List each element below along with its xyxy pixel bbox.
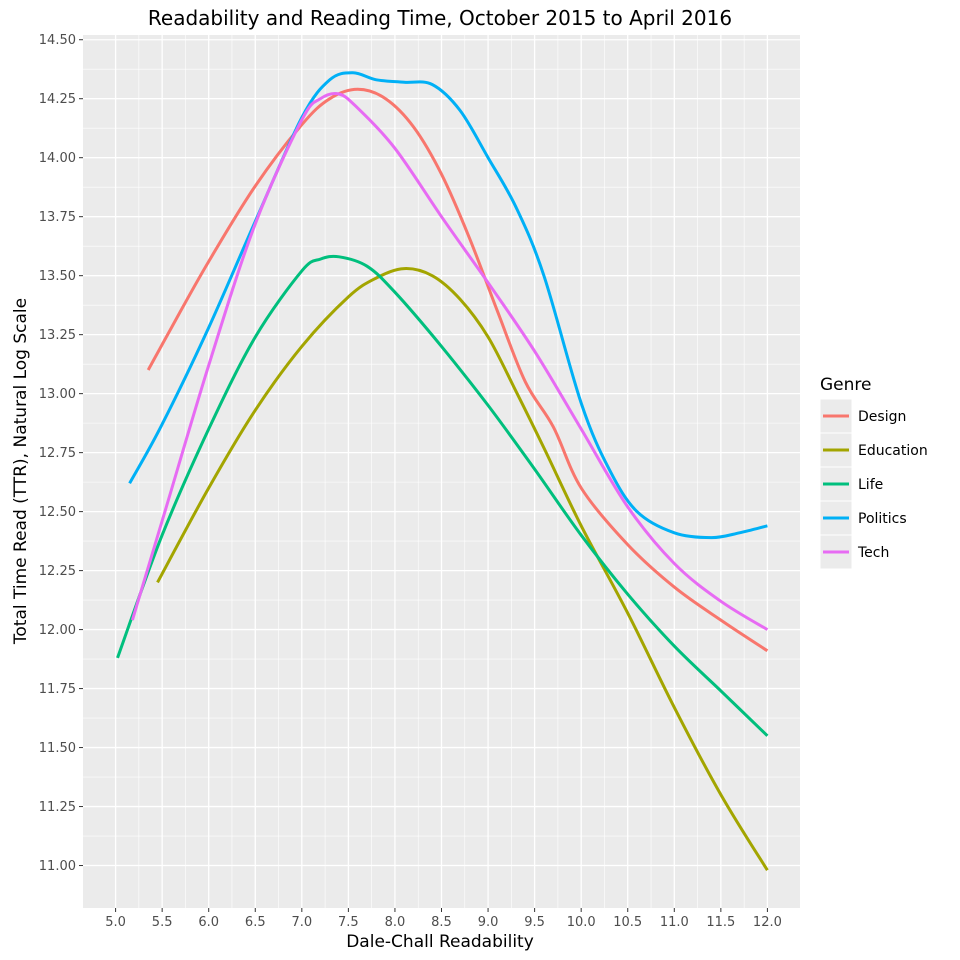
x-tick-label: 8.5 (431, 915, 452, 930)
y-axis: 11.00 11.25 11.50 11.75 12.00 12.25 12.50 12.75… (39, 33, 83, 874)
x-tick-label: 10.0 (567, 915, 596, 930)
series-line-tech (130, 91, 769, 631)
y-tick-label: 11.75 (39, 682, 76, 697)
legend-label-life: Life (858, 477, 883, 493)
y-tick-label: 13.50 (39, 269, 76, 284)
y-tick-label: 14.25 (39, 92, 76, 107)
x-tick-label: 5.0 (105, 915, 126, 930)
legend: Genre Design Education Life Politics Tech (819, 375, 928, 570)
y-tick-label: 12.75 (39, 446, 76, 461)
legend-label-politics: Politics (858, 511, 907, 527)
y-tick-label: 13.25 (39, 328, 76, 343)
y-tick-label: 13.00 (39, 387, 76, 402)
y-tick-label: 12.50 (39, 505, 76, 520)
series-line-education (156, 267, 769, 871)
x-axis: 5.0 5.5 6.0 6.5 7.0 7.5 8.0 8.5 9.0 9.5 10.0 10.5 11… (105, 908, 782, 930)
y-tick-label: 14.50 (39, 33, 76, 48)
x-tick-label: 8.0 (385, 915, 406, 930)
legend-label-design: Design (858, 409, 906, 425)
y-tick-label: 11.50 (39, 741, 76, 756)
x-tick-label: 12.0 (753, 915, 782, 930)
legend-label-tech: Tech (857, 545, 889, 561)
x-tick-label: 11.0 (660, 915, 689, 930)
series-line-life (116, 254, 769, 737)
x-tick-label: 9.0 (478, 915, 499, 930)
y-tick-label: 14.00 (39, 151, 76, 166)
y-tick-label: 13.75 (39, 210, 76, 225)
y-tick-label: 12.00 (39, 623, 76, 638)
y-tick-label: 11.25 (39, 800, 76, 815)
y-tick-label: 11.00 (39, 859, 76, 874)
x-tick-label: 6.0 (198, 915, 219, 930)
x-tick-label: 7.0 (291, 915, 312, 930)
legend-title: Genre (820, 375, 871, 395)
x-tick-label: 10.5 (613, 915, 642, 930)
y-tick-label: 12.25 (39, 564, 76, 579)
series-line-design (146, 87, 769, 653)
x-tick-label: 5.5 (152, 915, 173, 930)
y-axis-title: Total Time Read (TTR), Natural Log Scale (11, 298, 31, 645)
x-tick-label: 11.5 (706, 915, 735, 930)
x-tick-label: 7.5 (338, 915, 359, 930)
series-lines (116, 71, 769, 871)
chart-title: Readability and Reading Time, October 20… (148, 6, 732, 30)
x-tick-label: 9.5 (524, 915, 545, 930)
major-grid (83, 35, 800, 908)
legend-label-education: Education (858, 443, 928, 459)
x-axis-title: Dale-Chall Readability (346, 932, 534, 952)
x-tick-label: 6.5 (245, 915, 266, 930)
